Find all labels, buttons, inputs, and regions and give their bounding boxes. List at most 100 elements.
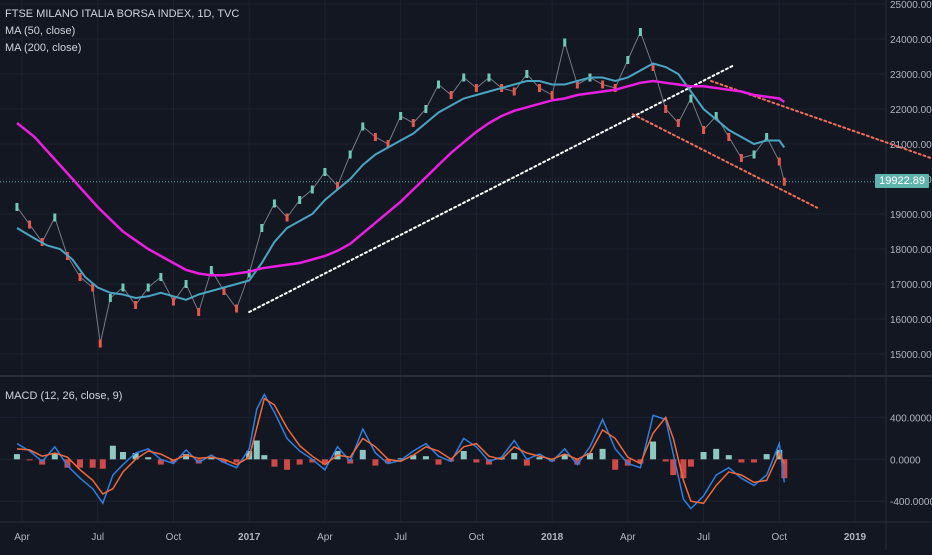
candle-mark <box>121 283 125 292</box>
macd-histogram-bar <box>220 459 227 463</box>
candle-mark <box>272 199 276 208</box>
chart-title: FTSE MILANO ITALIA BORSA INDEX, 1D, TVC <box>5 8 240 20</box>
candle-mark <box>638 28 642 36</box>
ma50-legend-label: MA (50, close) <box>5 25 76 37</box>
candle-mark <box>651 63 655 71</box>
candle-mark <box>765 133 769 141</box>
candle-mark <box>298 196 302 204</box>
candle-mark <box>15 203 19 211</box>
time-axis-tick-label: 2017 <box>238 532 261 543</box>
candle-mark <box>171 297 175 306</box>
candle-mark <box>739 154 743 162</box>
macd-histogram-bar <box>253 440 260 460</box>
macd-histogram-bar <box>26 459 33 461</box>
candle-mark <box>626 56 630 64</box>
price-axis-tick-label: 17000.00 <box>890 280 932 291</box>
macd-histogram-bar <box>309 459 316 463</box>
ma50-line <box>16 62 786 301</box>
candle-mark <box>525 70 529 78</box>
ma200-line <box>16 79 786 277</box>
macd-histogram-bar <box>536 457 543 460</box>
macd-histogram-bar <box>574 459 581 465</box>
macd-histogram-bar <box>637 459 644 464</box>
macd-histogram-bar <box>321 459 328 465</box>
candle-mark <box>487 73 491 82</box>
candle-mark <box>399 112 403 120</box>
candle-mark <box>727 133 731 141</box>
time-axis-tick-label: Jul <box>697 532 710 543</box>
candle-mark <box>563 38 567 47</box>
macd-legend: MACD (12, 26, close, 9) <box>5 390 123 402</box>
last-price-badge: 19922.89 <box>875 174 929 188</box>
candle-mark <box>373 133 377 141</box>
macd-histogram-bar <box>261 455 268 460</box>
price-axis-tick-label: 24000.00 <box>890 35 932 46</box>
macd-histogram-bar <box>64 459 71 468</box>
candle-mark <box>285 213 289 222</box>
candle-mark <box>782 177 786 186</box>
candle-mark <box>411 119 415 127</box>
macd-histogram-bar <box>13 454 20 460</box>
macd-histogram-bar <box>738 459 745 463</box>
candle-mark <box>209 266 213 274</box>
candle-mark <box>550 91 554 99</box>
macd-histogram-bar <box>781 459 788 479</box>
macd-histogram-bar <box>132 453 139 460</box>
axis-layer: 15000.00 16000.00 17000.00 18000.00 19000.00… <box>14 0 932 543</box>
candle-mark <box>575 80 579 89</box>
channel-upper-line <box>710 80 932 159</box>
macd-histogram-bar <box>410 455 417 460</box>
macd-histogram-bar <box>612 459 619 470</box>
candle-mark <box>336 182 340 190</box>
candle-mark <box>108 294 112 302</box>
macd-histogram-bar <box>233 459 240 463</box>
candle-mark <box>348 150 352 159</box>
macd-histogram-bar <box>670 459 677 476</box>
candle-mark <box>437 80 440 89</box>
time-axis-tick-label: Jul <box>394 532 407 543</box>
candle-mark <box>474 84 478 92</box>
macd-histogram-bar <box>119 452 126 460</box>
macd-line <box>16 392 786 510</box>
macd-histogram-bar <box>435 459 442 465</box>
candle-mark <box>235 304 239 313</box>
candle-mark <box>664 105 668 113</box>
macd-histogram-bar <box>195 459 202 464</box>
macd-histogram-bar <box>763 454 770 460</box>
macd-axis-tick-label: 400.0000 <box>890 413 932 424</box>
macd-histogram-bar <box>561 454 568 460</box>
candle-mark <box>613 84 617 92</box>
macd-histogram-bar <box>77 459 84 468</box>
support-trendline <box>248 64 735 313</box>
candle-mark <box>98 339 102 348</box>
candle-mark <box>310 185 314 194</box>
macd-histogram-bar <box>725 455 732 460</box>
candle-mark <box>777 157 781 166</box>
macd-histogram-bar <box>751 459 758 463</box>
candle-mark <box>714 112 718 120</box>
time-axis-tick-label: Apr <box>317 532 333 543</box>
price-axis-tick-label: 18000.00 <box>890 245 932 256</box>
candle-mark <box>676 119 680 127</box>
candle-mark <box>91 283 95 292</box>
candle-mark <box>323 168 327 176</box>
time-axis-tick-label: Oct <box>166 532 182 543</box>
macd-histogram-bar <box>296 459 303 465</box>
candle-mark <box>159 273 163 281</box>
macd-histogram-bar <box>271 459 278 467</box>
time-axis-tick-label: Oct <box>771 532 787 543</box>
time-axis-tick-label: Apr <box>620 532 636 543</box>
price-legend: FTSE MILANO ITALIA BORSA INDEX, 1D, TVC … <box>5 6 239 57</box>
macd-layer <box>13 392 788 510</box>
macd-histogram-bar <box>284 459 291 470</box>
price-axis-tick-label: 22000.00 <box>890 105 932 116</box>
candle-mark <box>247 269 251 278</box>
macd-histogram-bar <box>183 454 190 460</box>
macd-histogram-bar <box>586 453 593 460</box>
macd-histogram-bar <box>680 459 687 479</box>
macd-histogram-bar <box>359 449 366 460</box>
series-layer <box>15 28 786 348</box>
